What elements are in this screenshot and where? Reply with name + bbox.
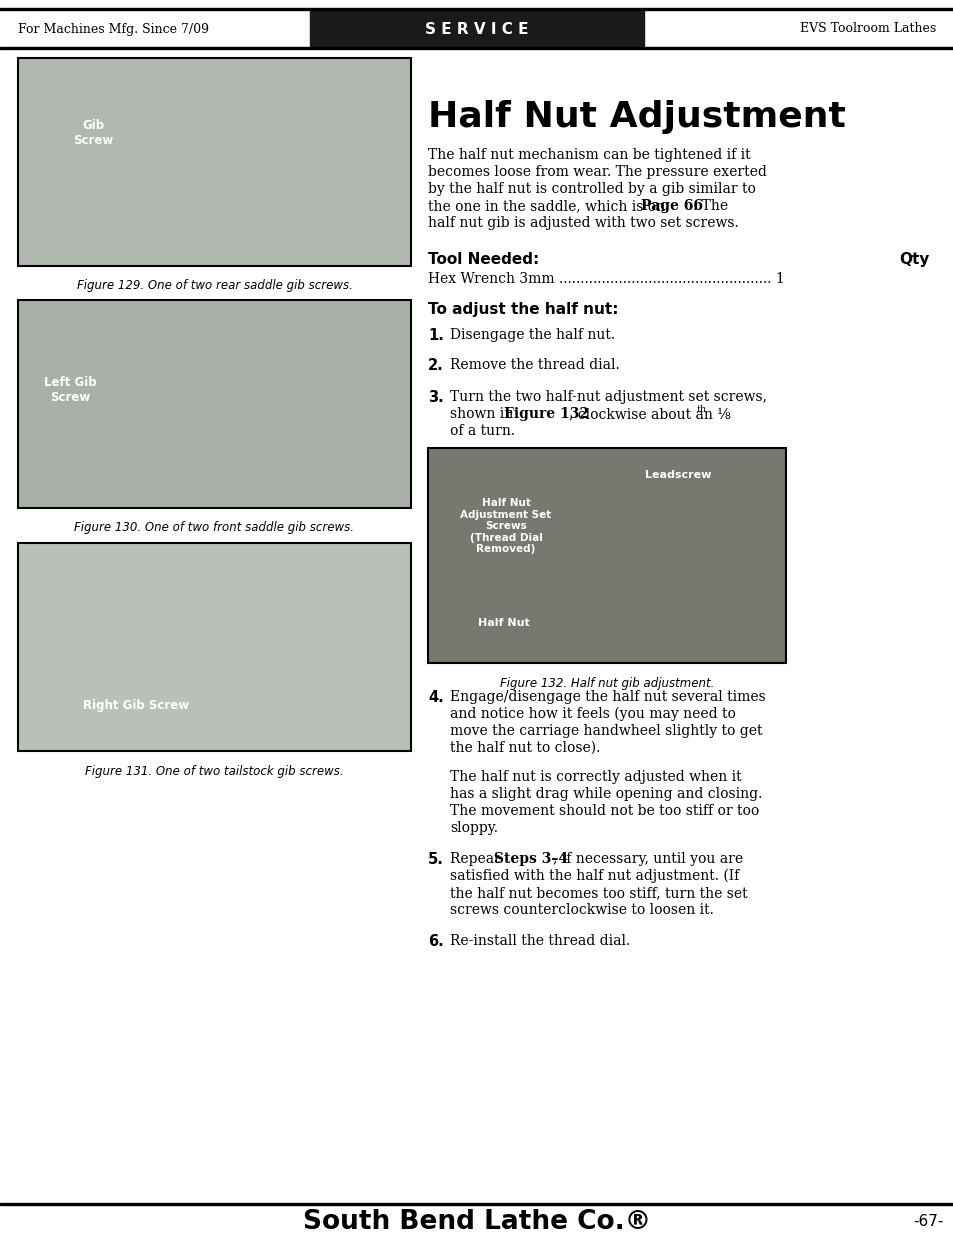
Bar xyxy=(310,10,643,48)
Text: The half nut mechanism can be tightened if it: The half nut mechanism can be tightened … xyxy=(428,148,750,162)
Text: Disengage the half nut.: Disengage the half nut. xyxy=(450,329,615,342)
Text: Hex Wrench 3mm .................................................. 1: Hex Wrench 3mm .........................… xyxy=(428,272,784,287)
Text: South Bend Lathe Co.®: South Bend Lathe Co.® xyxy=(303,1209,650,1235)
Text: For Machines Mfg. Since 7/09: For Machines Mfg. Since 7/09 xyxy=(18,22,209,36)
Text: Figure 132. Half nut gib adjustment.: Figure 132. Half nut gib adjustment. xyxy=(499,677,714,689)
Text: Leadscrew: Leadscrew xyxy=(644,471,710,480)
Text: , if necessary, until you are: , if necessary, until you are xyxy=(553,852,742,866)
Bar xyxy=(0,10,953,48)
Text: 4.: 4. xyxy=(428,690,443,705)
Bar xyxy=(428,448,785,663)
Text: Right Gib Screw: Right Gib Screw xyxy=(83,699,189,713)
Text: To adjust the half nut:: To adjust the half nut: xyxy=(428,303,618,317)
Text: Figure 130. One of two front saddle gib screws.: Figure 130. One of two front saddle gib … xyxy=(74,521,355,535)
Text: Qty: Qty xyxy=(899,252,929,267)
Text: Figure 132: Figure 132 xyxy=(503,408,588,421)
Text: 6.: 6. xyxy=(428,934,443,948)
Text: the half nut becomes too stiff, turn the set: the half nut becomes too stiff, turn the… xyxy=(450,885,747,900)
Text: , clockwise about an ⅛: , clockwise about an ⅛ xyxy=(568,408,730,421)
Bar xyxy=(18,58,411,266)
Text: sloppy.: sloppy. xyxy=(450,821,497,835)
Text: shown in: shown in xyxy=(450,408,517,421)
Text: Page 66: Page 66 xyxy=(640,199,702,212)
Text: -67-: -67- xyxy=(912,1214,943,1230)
Text: becomes loose from wear. The pressure exerted: becomes loose from wear. The pressure ex… xyxy=(428,165,766,179)
Text: Half Nut: Half Nut xyxy=(477,618,529,629)
Text: Tool Needed:: Tool Needed: xyxy=(428,252,538,267)
Text: the one in the saddle, which is on: the one in the saddle, which is on xyxy=(428,199,669,212)
Text: . The: . The xyxy=(692,199,727,212)
Text: move the carriage handwheel slightly to get: move the carriage handwheel slightly to … xyxy=(450,724,761,739)
Text: of a turn.: of a turn. xyxy=(450,424,515,438)
Text: S E R V I C E: S E R V I C E xyxy=(425,21,528,37)
Text: EVS Toolroom Lathes: EVS Toolroom Lathes xyxy=(799,22,935,36)
Text: Turn the two half-nut adjustment set screws,: Turn the two half-nut adjustment set scr… xyxy=(450,390,766,404)
Bar xyxy=(0,1203,953,1205)
Text: Half Nut Adjustment: Half Nut Adjustment xyxy=(428,100,845,135)
Text: 5.: 5. xyxy=(428,852,443,867)
Bar xyxy=(18,543,411,751)
Text: th: th xyxy=(697,405,706,414)
Text: has a slight drag while opening and closing.: has a slight drag while opening and clos… xyxy=(450,787,761,802)
Text: Re-install the thread dial.: Re-install the thread dial. xyxy=(450,934,630,948)
Text: The half nut is correctly adjusted when it: The half nut is correctly adjusted when … xyxy=(450,769,740,784)
Text: the half nut to close).: the half nut to close). xyxy=(450,741,599,755)
Text: screws counterclockwise to loosen it.: screws counterclockwise to loosen it. xyxy=(450,903,713,918)
Text: half nut gib is adjusted with two set screws.: half nut gib is adjusted with two set sc… xyxy=(428,216,738,230)
Text: The movement should not be too stiff or too: The movement should not be too stiff or … xyxy=(450,804,759,818)
Text: Repeat: Repeat xyxy=(450,852,503,866)
Text: Remove the thread dial.: Remove the thread dial. xyxy=(450,358,619,372)
Text: Figure 131. One of two tailstock gib screws.: Figure 131. One of two tailstock gib scr… xyxy=(85,764,343,778)
Text: Steps 3–4: Steps 3–4 xyxy=(494,852,568,866)
Bar xyxy=(0,7,953,10)
Text: Gib
Screw: Gib Screw xyxy=(72,119,113,147)
Text: Engage/disengage the half nut several times: Engage/disengage the half nut several ti… xyxy=(450,690,765,704)
Text: 2.: 2. xyxy=(428,358,443,373)
Text: Left Gib
Screw: Left Gib Screw xyxy=(44,375,96,404)
Text: Figure 129. One of two rear saddle gib screws.: Figure 129. One of two rear saddle gib s… xyxy=(76,279,352,293)
Text: 3.: 3. xyxy=(428,390,443,405)
Text: Half Nut
Adjustment Set
Screws
(Thread Dial
Removed): Half Nut Adjustment Set Screws (Thread D… xyxy=(460,498,551,555)
Text: satisfied with the half nut adjustment. (If: satisfied with the half nut adjustment. … xyxy=(450,869,739,883)
Text: by the half nut is controlled by a gib similar to: by the half nut is controlled by a gib s… xyxy=(428,182,755,196)
Bar xyxy=(0,47,953,49)
Bar xyxy=(18,300,411,508)
Text: 1.: 1. xyxy=(428,329,443,343)
Text: and notice how it feels (you may need to: and notice how it feels (you may need to xyxy=(450,706,735,721)
